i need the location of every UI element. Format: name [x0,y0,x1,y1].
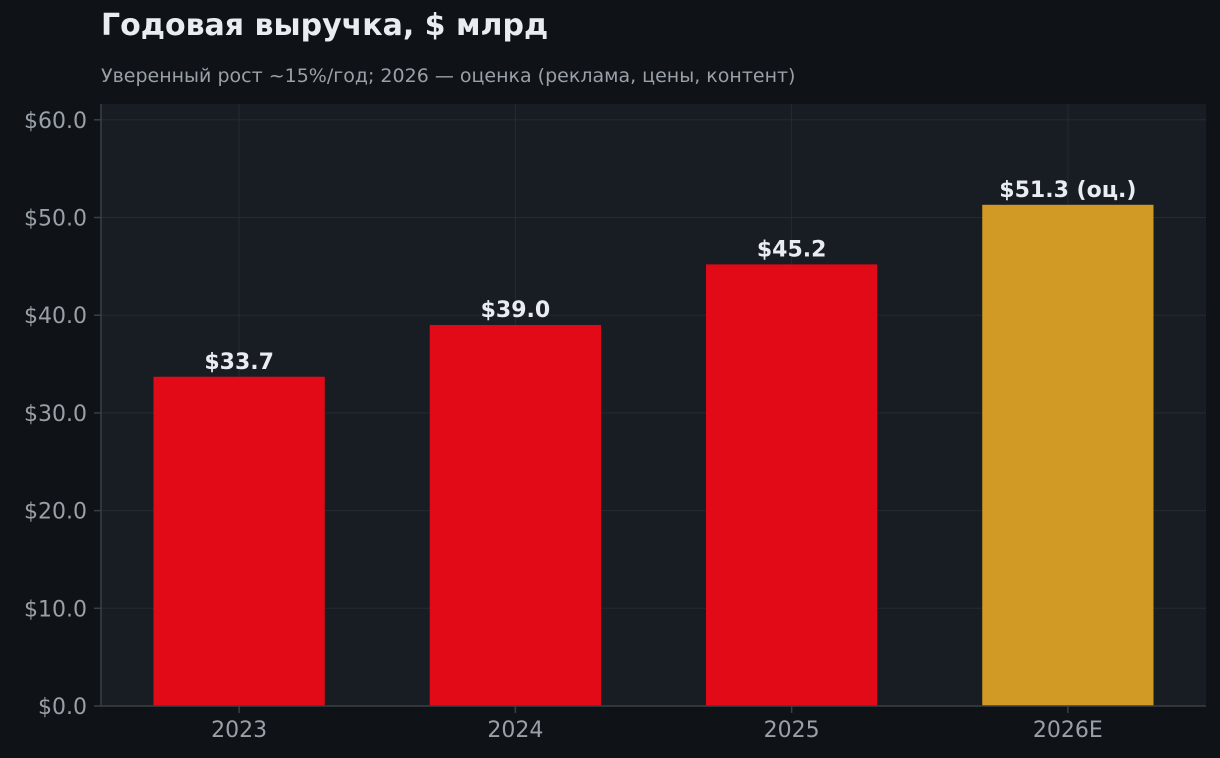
x-tick-label: 2025 [764,718,820,743]
bar-2023 [153,376,325,706]
axes: $0.0 $10.0 $20.0 $30.0 $40.0 $50.0 $60.0 2023 20… [24,104,1206,743]
data-labels: $33.7 $39.0 $45.2 $51.3 (оц.) [204,178,1136,375]
y-tick-label: $0.0 [38,695,87,720]
y-tick-label: $30.0 [24,402,87,427]
bars [153,204,1154,706]
data-label-2025: $45.2 [757,237,827,262]
y-tick-label: $50.0 [24,207,87,232]
bar-2025 [705,264,878,706]
bar-2026E [982,204,1154,706]
y-tick-label: $40.0 [24,304,87,329]
x-tick-label: 2023 [211,718,267,743]
bar-2024 [429,324,602,706]
y-tick-label: $20.0 [24,500,87,525]
x-tick-label: 2024 [487,718,543,743]
data-label-2023: $33.7 [204,350,274,375]
y-tick-label: $60.0 [24,109,87,134]
data-label-2026E: $51.3 (оц.) [999,178,1136,203]
chart-title: Годовая выручка, $ млрд [101,8,549,43]
chart-subtitle: Уверенный рост ~15%/год; 2026 — оценка (… [101,65,796,87]
x-tick-label: 2026E [1033,718,1103,743]
data-label-2024: $39.0 [481,298,551,323]
y-tick-label: $10.0 [24,597,87,622]
